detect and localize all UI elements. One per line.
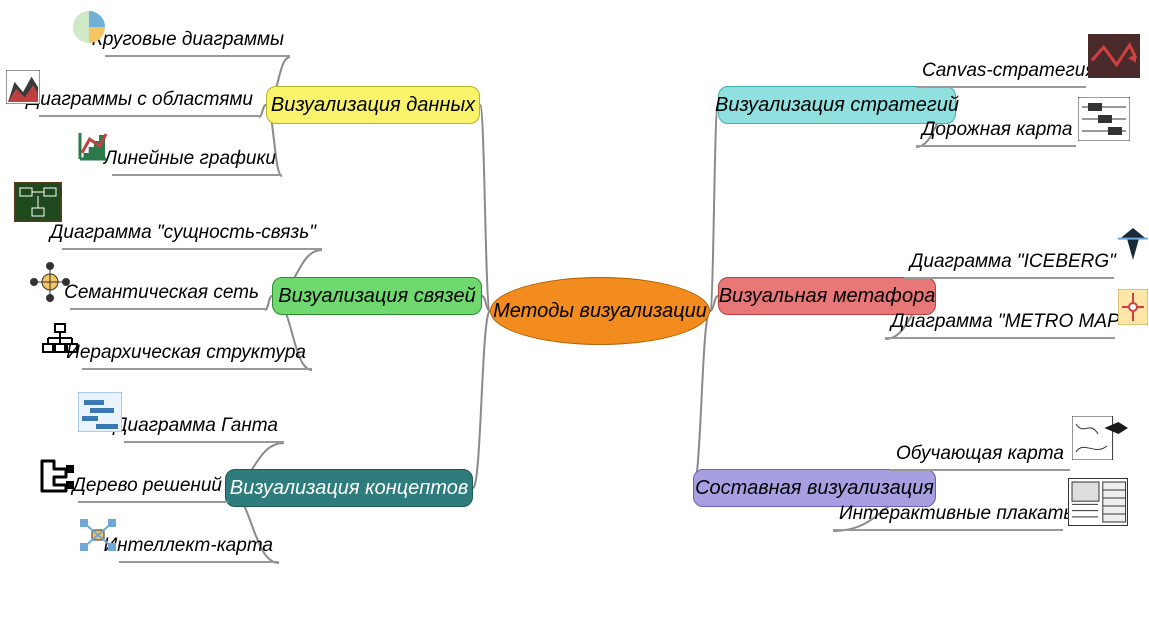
- leaf-label: Обучающая карта: [896, 443, 1064, 465]
- leaf-label: Диаграмма Ганта: [114, 415, 278, 437]
- canvas-icon: [1088, 34, 1140, 78]
- leaf-l42: Дорожная карта: [916, 115, 1076, 147]
- hierarchy-icon: [40, 322, 80, 362]
- leaf-l11: Круговые диаграммы: [105, 25, 290, 57]
- leaf-l13: Линейные графики: [112, 144, 282, 176]
- leaf-l61: Обучающая карта: [890, 439, 1070, 471]
- iceberg-icon: [1118, 226, 1148, 262]
- branch-label: Визуализация связей: [278, 285, 475, 308]
- leaf-label: Диаграммы с областями: [27, 89, 253, 111]
- leaf-l62: Интерактивные плакаты: [833, 499, 1063, 531]
- leaf-label: Диаграмма "ICEBERG": [910, 251, 1116, 273]
- leaf-l23: Иерархическая структура: [82, 338, 312, 370]
- gantt-icon: [78, 392, 122, 432]
- leaf-label: Круговые диаграммы: [92, 29, 284, 51]
- leaf-label: Дорожная карта: [922, 119, 1072, 141]
- leaf-label: Диаграмма "сущность-связь": [50, 222, 316, 244]
- leaf-l12: Диаграммы с областями: [39, 85, 259, 117]
- decision-icon: [36, 455, 76, 495]
- center-label: Методы визуализации: [493, 300, 707, 323]
- learnmap-icon: [1072, 416, 1130, 460]
- line-icon: [76, 129, 110, 163]
- leaf-label: Диаграмма "METRO MAP": [891, 311, 1126, 333]
- poster-icon: [1068, 478, 1128, 526]
- leaf-l52: Диаграмма "METRO MAP": [885, 307, 1115, 339]
- leaf-l41: Canvas-стратегия: [916, 56, 1086, 88]
- leaf-l51: Диаграмма "ICEBERG": [904, 247, 1114, 279]
- leaf-label: Иерархическая структура: [66, 342, 306, 364]
- center-node: Методы визуализации: [490, 277, 710, 345]
- leaf-label: Интеллект-карта: [104, 535, 273, 557]
- branch-label: Визуальная метафора: [719, 285, 936, 308]
- branch-b2: Визуализация связей: [272, 277, 482, 315]
- mindmap-icon: [78, 517, 118, 553]
- er-icon: [14, 182, 62, 222]
- leaf-label: Семантическая сеть: [64, 282, 259, 304]
- branch-label: Визуализация стратегий: [715, 94, 959, 117]
- leaf-l33: Интеллект-карта: [119, 531, 279, 563]
- branch-b1: Визуализация данных: [266, 86, 480, 124]
- branch-label: Визуализация данных: [271, 94, 475, 117]
- branch-label: Составная визуализация: [695, 477, 934, 500]
- leaf-label: Canvas-стратегия: [922, 60, 1095, 82]
- leaf-l31: Диаграмма Ганта: [124, 411, 284, 443]
- leaf-label: Дерево решений: [73, 475, 223, 497]
- area-icon: [6, 70, 40, 104]
- roadmap-icon: [1078, 97, 1130, 141]
- leaf-label: Линейные графики: [104, 148, 276, 170]
- metro-icon: [1118, 289, 1148, 325]
- leaf-l21: Диаграмма "сущность-связь": [62, 218, 322, 250]
- pie-icon: [72, 10, 106, 44]
- leaf-l22: Семантическая сеть: [70, 278, 265, 310]
- leaf-l32: Дерево решений: [78, 471, 228, 503]
- semantic-icon: [30, 262, 70, 302]
- mindmap-stage: Методы визуализации Визуализация данных Кр…: [0, 0, 1149, 639]
- branch-label: Визуализация концептов: [230, 477, 469, 500]
- branch-b3: Визуализация концептов: [225, 469, 473, 507]
- leaf-label: Интерактивные плакаты: [839, 503, 1077, 525]
